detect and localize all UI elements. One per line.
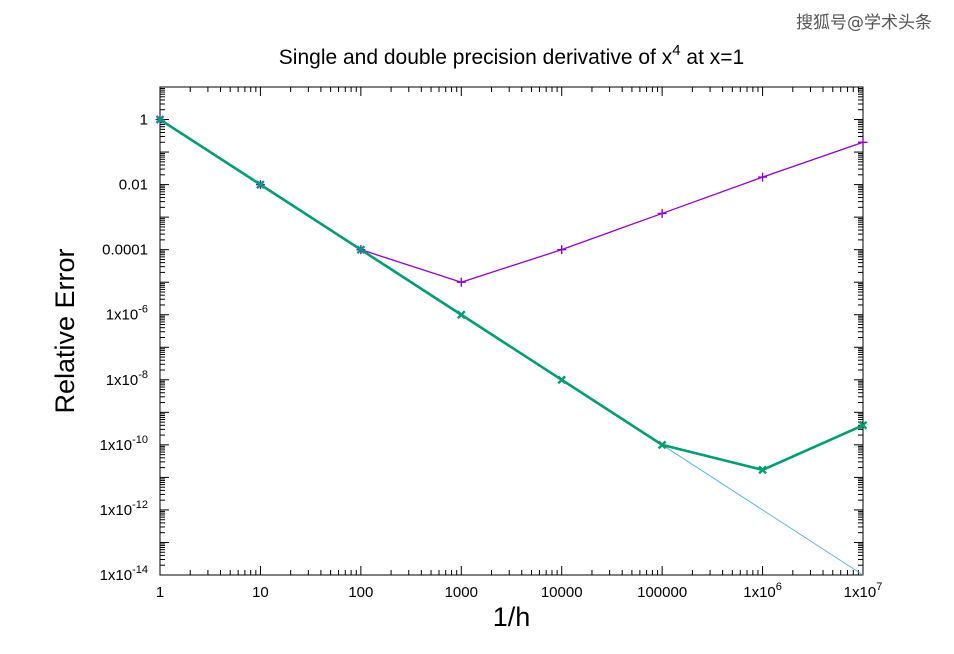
x-tick-label: 1000: [445, 584, 478, 601]
data-point: [456, 277, 466, 287]
x-tick-label: 1x107: [844, 581, 883, 601]
data-point: [456, 310, 466, 320]
data-point: [858, 137, 868, 147]
series-line: [159, 118, 864, 283]
x-tick-label: 1: [156, 584, 164, 601]
x-axis-label: 1/h: [493, 602, 531, 632]
series-1: [155, 115, 868, 475]
series-layer: [155, 115, 868, 576]
data-point: [657, 208, 667, 218]
data-point: [155, 115, 165, 124]
x-tick-label: 10000: [541, 584, 583, 601]
y-tick-label: 1x10-10: [100, 434, 148, 454]
x-tick-label: 100000: [637, 584, 687, 601]
data-point: [657, 440, 667, 450]
y-tick-label: 1x10-12: [100, 499, 148, 519]
data-point: [758, 172, 768, 182]
data-point: [256, 180, 265, 189]
y-tick-label: 1x10-6: [106, 304, 148, 324]
y-tick-label: 0.01: [119, 177, 148, 194]
axis-ticks: [159, 86, 864, 576]
y-tick-labels: 1 0.01 0.0001 1x10-6 1x10-8 1x10-10 1x10-12 1x1…: [100, 112, 148, 584]
chart-title-text: Single and double precision derivative o…: [279, 42, 744, 69]
data-point: [356, 245, 366, 255]
x-tick-label: 10: [252, 584, 269, 601]
y-axis-label: Relative Error: [50, 248, 80, 413]
data-point: [557, 245, 567, 255]
x-tick-label: 1x106: [743, 581, 782, 601]
x-tick-labels: 1 10 100 1000 10000 100000 1x106 1x107: [156, 581, 883, 601]
y-tick-label: 0.0001: [102, 242, 148, 259]
x-tick-label: 100: [348, 584, 373, 601]
series-line: [159, 118, 864, 472]
data-point: [557, 375, 567, 385]
y-tick-label: 1x10-14: [100, 564, 148, 584]
y-tick-label: 1x10-8: [106, 369, 148, 389]
data-point: [758, 465, 767, 475]
plot-frame: [159, 86, 864, 576]
data-point: [858, 420, 868, 430]
chart-title: Single and double precision derivative o…: [279, 42, 744, 69]
y-tick-label: 1: [140, 112, 148, 129]
watermark: 搜狐号@学术头条: [796, 13, 932, 33]
series-0: [155, 115, 868, 287]
